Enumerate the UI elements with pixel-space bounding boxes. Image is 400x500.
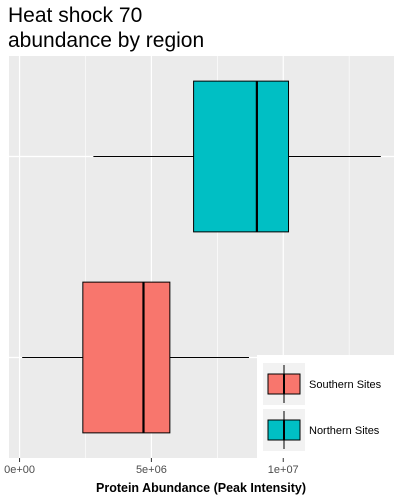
box xyxy=(193,80,290,233)
x-axis: 0e+00 5e+06 1e+07 xyxy=(4,458,299,476)
x-axis-title: Protein Abundance (Peak Intensity) xyxy=(96,481,306,495)
box xyxy=(82,281,171,434)
box-group xyxy=(22,80,381,434)
chart-title-line-1: Heat shock 70 xyxy=(8,4,142,27)
x-tick-label: 0e+00 xyxy=(4,464,35,476)
legend-label: Northern Sites xyxy=(309,425,380,437)
chart-title-line-2: abundance by region xyxy=(8,29,204,52)
x-tick-label: 5e+06 xyxy=(136,464,167,476)
x-tick-label: 1e+07 xyxy=(268,464,299,476)
legend: Southern Sites Northern Sites xyxy=(257,355,394,458)
legend-label: Southern Sites xyxy=(309,379,382,391)
